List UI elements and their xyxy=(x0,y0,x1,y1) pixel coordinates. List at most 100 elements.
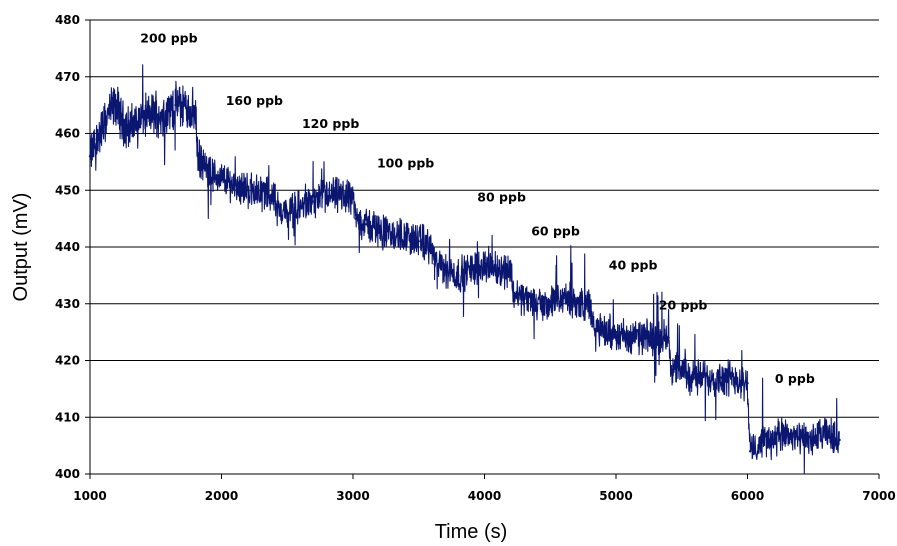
data-point xyxy=(733,376,736,379)
data-point xyxy=(207,172,210,175)
data-point xyxy=(141,115,144,118)
series-layer xyxy=(88,64,841,475)
data-point xyxy=(654,336,657,339)
concentration-label: 160 ppb xyxy=(226,93,283,108)
y-tick-label: 400 xyxy=(55,467,80,481)
data-point xyxy=(194,109,197,113)
data-point xyxy=(627,336,631,339)
data-point xyxy=(522,296,526,300)
y-tick-label: 440 xyxy=(55,240,80,254)
data-point xyxy=(128,126,131,130)
x-tick-label: 2000 xyxy=(205,489,238,503)
x-tick-label: 7000 xyxy=(862,489,895,503)
gridlines xyxy=(90,19,879,475)
data-point xyxy=(693,376,697,379)
data-point xyxy=(470,268,473,271)
data-point xyxy=(417,240,420,243)
data-point xyxy=(825,433,828,436)
concentration-label: 120 ppb xyxy=(302,116,359,131)
data-point xyxy=(667,336,670,339)
data-point xyxy=(115,103,118,107)
data-point xyxy=(101,126,105,130)
x-tick-label: 5000 xyxy=(599,489,632,503)
data-point xyxy=(354,217,357,220)
data-point xyxy=(351,194,355,198)
data-point xyxy=(601,330,605,334)
data-point xyxy=(299,206,302,209)
data-point xyxy=(338,194,342,198)
concentration-label: 20 ppb xyxy=(659,297,708,312)
data-point xyxy=(812,438,815,442)
data-point xyxy=(535,302,539,305)
y-tick-label: 410 xyxy=(55,410,80,424)
data-point xyxy=(433,262,436,266)
data-point xyxy=(748,450,752,453)
data-point xyxy=(272,194,276,198)
data-point xyxy=(134,120,138,124)
data-point xyxy=(759,438,762,442)
concentration-label: 40 ppb xyxy=(609,258,658,273)
data-point xyxy=(404,234,407,237)
data-point xyxy=(706,376,710,379)
data-point xyxy=(108,109,111,113)
data-point xyxy=(246,189,249,192)
data-point xyxy=(483,262,486,266)
concentration-label: 200 ppb xyxy=(140,31,197,46)
x-tick-label: 4000 xyxy=(468,489,501,503)
data-point xyxy=(121,120,125,124)
x-tick-label: 6000 xyxy=(731,489,764,503)
data-point xyxy=(591,325,594,328)
data-point xyxy=(752,450,756,453)
annotations: 200 ppb 160 ppb 120 ppb 100 ppb 80 ppb 60 ppb… xyxy=(140,31,815,387)
data-point xyxy=(378,228,381,232)
data-point xyxy=(312,200,315,203)
data-point xyxy=(746,382,749,385)
y-tick-label: 450 xyxy=(55,183,80,197)
data-point xyxy=(549,302,552,305)
data-point xyxy=(575,302,578,305)
data-point xyxy=(391,234,394,237)
data-point xyxy=(180,103,184,107)
data-point xyxy=(364,223,368,226)
data-point xyxy=(457,274,460,277)
x-axis-title: Time (s) xyxy=(435,521,508,543)
data-point xyxy=(509,268,512,271)
data-point xyxy=(88,155,92,158)
concentration-label: 60 ppb xyxy=(531,224,580,239)
data-point xyxy=(562,296,565,300)
y-tick-label: 460 xyxy=(55,127,80,141)
data-point xyxy=(187,109,190,113)
tick-labels: 400 410 420 430 440 450 460 470 480 1000 2000 3000 4… xyxy=(55,13,896,503)
data-point xyxy=(154,109,157,113)
concentration-label: 0 ppb xyxy=(775,371,815,386)
data-point xyxy=(496,268,499,271)
data-point xyxy=(275,206,278,209)
data-point xyxy=(614,330,618,334)
data-point xyxy=(670,364,673,368)
data-point xyxy=(798,438,802,442)
concentration-label: 80 ppb xyxy=(477,190,526,205)
data-point xyxy=(167,109,171,113)
y-tick-label: 430 xyxy=(55,297,80,311)
data-point xyxy=(286,211,289,215)
axes xyxy=(85,19,880,479)
data-point xyxy=(680,370,683,374)
y-tick-label: 470 xyxy=(55,70,80,84)
data-point xyxy=(147,115,151,118)
data-point xyxy=(95,137,98,141)
data-point xyxy=(325,194,328,198)
x-tick-label: 3000 xyxy=(336,489,369,503)
data-point xyxy=(588,302,591,305)
data-point xyxy=(174,103,177,107)
data-point xyxy=(785,433,789,436)
y-axis-title: Output (mV) xyxy=(10,193,32,302)
data-point xyxy=(720,376,723,379)
series-trace xyxy=(89,64,840,475)
data-point xyxy=(772,438,775,442)
data-point xyxy=(259,189,263,192)
data-point xyxy=(641,336,644,339)
data-point xyxy=(196,155,200,158)
data-point xyxy=(838,438,841,442)
data-point xyxy=(220,177,223,181)
